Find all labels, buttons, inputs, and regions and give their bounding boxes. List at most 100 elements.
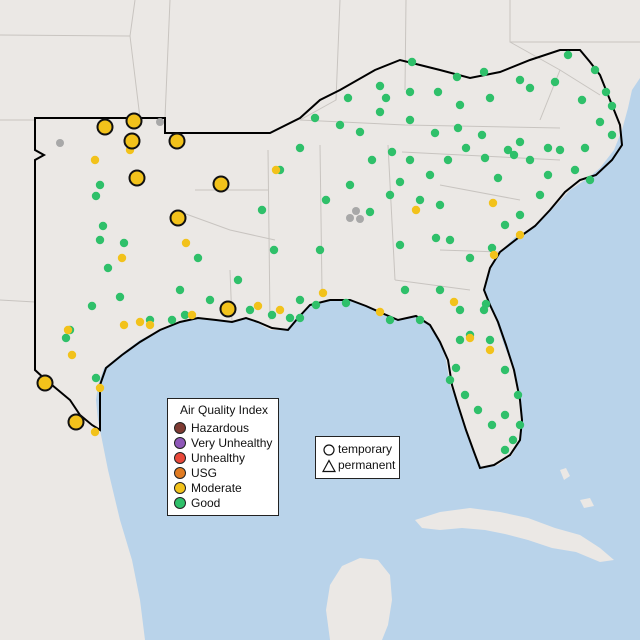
good-monitor-marker[interactable] <box>341 298 351 308</box>
good-monitor-marker[interactable] <box>269 245 279 255</box>
good-monitor-marker[interactable] <box>479 67 489 77</box>
good-monitor-marker[interactable] <box>601 87 611 97</box>
good-monitor-marker[interactable] <box>555 145 565 155</box>
good-monitor-marker[interactable] <box>607 101 617 111</box>
good-monitor-marker[interactable] <box>435 285 445 295</box>
good-monitor-marker[interactable] <box>535 190 545 200</box>
good-monitor-marker[interactable] <box>321 195 331 205</box>
good-monitor-marker[interactable] <box>455 100 465 110</box>
good-monitor-marker[interactable] <box>543 143 553 153</box>
moderate-temporary-monitor-marker[interactable] <box>36 374 54 392</box>
moderate-monitor-marker[interactable] <box>67 350 77 360</box>
moderate-monitor-marker[interactable] <box>489 250 499 260</box>
good-monitor-marker[interactable] <box>595 117 605 127</box>
good-monitor-marker[interactable] <box>295 313 305 323</box>
moderate-monitor-marker[interactable] <box>411 205 421 215</box>
good-monitor-marker[interactable] <box>543 170 553 180</box>
good-monitor-marker[interactable] <box>445 375 455 385</box>
good-monitor-marker[interactable] <box>473 405 483 415</box>
good-monitor-marker[interactable] <box>365 207 375 217</box>
good-monitor-marker[interactable] <box>515 137 525 147</box>
good-monitor-marker[interactable] <box>91 373 101 383</box>
good-monitor-marker[interactable] <box>500 365 510 375</box>
moderate-monitor-marker[interactable] <box>488 198 498 208</box>
good-monitor-marker[interactable] <box>415 315 425 325</box>
good-monitor-marker[interactable] <box>415 195 425 205</box>
good-monitor-marker[interactable] <box>193 253 203 263</box>
good-monitor-marker[interactable] <box>563 50 573 60</box>
moderate-monitor-marker[interactable] <box>95 383 105 393</box>
good-monitor-marker[interactable] <box>205 295 215 305</box>
moderate-monitor-marker[interactable] <box>63 325 73 335</box>
good-monitor-marker[interactable] <box>180 310 190 320</box>
moderate-monitor-marker[interactable] <box>90 427 100 437</box>
good-monitor-marker[interactable] <box>500 220 510 230</box>
good-monitor-marker[interactable] <box>375 81 385 91</box>
good-monitor-marker[interactable] <box>485 335 495 345</box>
good-monitor-marker[interactable] <box>345 180 355 190</box>
good-monitor-marker[interactable] <box>295 143 305 153</box>
moderate-temporary-monitor-marker[interactable] <box>219 300 237 318</box>
good-monitor-marker[interactable] <box>87 301 97 311</box>
moderate-monitor-marker[interactable] <box>375 307 385 317</box>
moderate-monitor-marker[interactable] <box>515 230 525 240</box>
good-monitor-marker[interactable] <box>430 128 440 138</box>
good-monitor-marker[interactable] <box>481 299 491 309</box>
good-monitor-marker[interactable] <box>119 238 129 248</box>
good-monitor-marker[interactable] <box>455 335 465 345</box>
good-monitor-marker[interactable] <box>487 420 497 430</box>
good-monitor-marker[interactable] <box>267 310 277 320</box>
good-monitor-marker[interactable] <box>343 93 353 103</box>
good-monitor-marker[interactable] <box>385 190 395 200</box>
good-monitor-marker[interactable] <box>493 173 503 183</box>
good-monitor-marker[interactable] <box>233 275 243 285</box>
good-monitor-marker[interactable] <box>95 180 105 190</box>
good-monitor-marker[interactable] <box>477 130 487 140</box>
good-monitor-marker[interactable] <box>407 57 417 67</box>
good-monitor-marker[interactable] <box>431 233 441 243</box>
good-monitor-marker[interactable] <box>61 333 71 343</box>
good-monitor-marker[interactable] <box>480 153 490 163</box>
moderate-temporary-monitor-marker[interactable] <box>128 169 146 187</box>
good-monitor-marker[interactable] <box>311 300 321 310</box>
good-monitor-marker[interactable] <box>98 221 108 231</box>
moderate-monitor-marker[interactable] <box>271 165 281 175</box>
good-monitor-marker[interactable] <box>607 130 617 140</box>
good-monitor-marker[interactable] <box>570 165 580 175</box>
good-monitor-marker[interactable] <box>405 87 415 97</box>
good-monitor-marker[interactable] <box>590 65 600 75</box>
good-monitor-marker[interactable] <box>375 107 385 117</box>
good-monitor-marker[interactable] <box>175 285 185 295</box>
moderate-temporary-monitor-marker[interactable] <box>96 118 114 136</box>
moderate-monitor-marker[interactable] <box>90 155 100 165</box>
moderate-monitor-marker[interactable] <box>181 238 191 248</box>
good-monitor-marker[interactable] <box>460 390 470 400</box>
good-monitor-marker[interactable] <box>465 253 475 263</box>
good-monitor-marker[interactable] <box>580 143 590 153</box>
good-monitor-marker[interactable] <box>103 263 113 273</box>
good-monitor-marker[interactable] <box>435 200 445 210</box>
good-monitor-marker[interactable] <box>91 191 101 201</box>
good-monitor-marker[interactable] <box>387 147 397 157</box>
good-monitor-marker[interactable] <box>315 245 325 255</box>
good-monitor-marker[interactable] <box>295 295 305 305</box>
good-monitor-marker[interactable] <box>550 77 560 87</box>
moderate-temporary-monitor-marker[interactable] <box>67 413 85 431</box>
good-monitor-marker[interactable] <box>433 87 443 97</box>
good-monitor-marker[interactable] <box>461 143 471 153</box>
good-monitor-marker[interactable] <box>167 315 177 325</box>
good-monitor-marker[interactable] <box>485 93 495 103</box>
moderate-temporary-monitor-marker[interactable] <box>123 132 141 150</box>
good-monitor-marker[interactable] <box>405 155 415 165</box>
good-monitor-marker[interactable] <box>115 292 125 302</box>
good-monitor-marker[interactable] <box>445 235 455 245</box>
moderate-temporary-monitor-marker[interactable] <box>125 112 143 130</box>
moderate-monitor-marker[interactable] <box>465 333 475 343</box>
good-monitor-marker[interactable] <box>451 363 461 373</box>
good-monitor-marker[interactable] <box>455 305 465 315</box>
good-monitor-marker[interactable] <box>509 150 519 160</box>
moderate-monitor-marker[interactable] <box>135 317 145 327</box>
good-monitor-marker[interactable] <box>500 410 510 420</box>
good-monitor-marker[interactable] <box>515 210 525 220</box>
good-monitor-marker[interactable] <box>525 83 535 93</box>
